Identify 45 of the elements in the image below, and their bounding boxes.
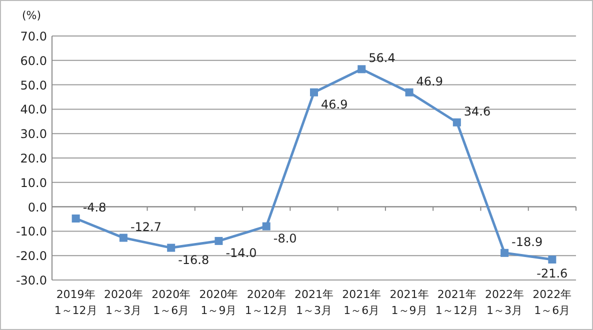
point: [405, 88, 414, 96]
y-tick-label: 10.0: [20, 176, 47, 190]
x-tick-label: 2019年 1～12月: [54, 288, 98, 317]
y-tick-label: 60.0: [20, 54, 47, 68]
point: [214, 236, 223, 245]
data-label: -16.8: [178, 252, 210, 267]
x-tick-label: 2021年 1～12月: [435, 288, 478, 317]
data-label: 34.6: [464, 104, 491, 118]
x-tick-label: 2021年 1～9月: [390, 288, 429, 317]
x-tick-label: 2020年 1～3月: [104, 288, 143, 317]
y-tick-label: -20.0: [16, 249, 47, 264]
point: [310, 88, 318, 96]
x-tick-label: 2020年 1～12月: [244, 288, 288, 317]
data-label: -4.8: [82, 200, 106, 215]
data-label: 56.4: [368, 51, 396, 66]
x-tick-label: 2020年 1～9月: [199, 288, 238, 317]
x-tick-label: 2022年 1～3月: [485, 288, 524, 317]
data-label: -18.9: [512, 234, 543, 249]
y-tick-label: 50.0: [20, 78, 47, 92]
data-label: 46.9: [416, 74, 443, 88]
y-tick-label: 40.0: [20, 102, 47, 117]
data-label: -12.7: [130, 220, 162, 234]
y-tick-label: 30.0: [20, 127, 47, 142]
point: [452, 118, 461, 126]
x-tick-label: 2021年 1～6月: [342, 288, 382, 317]
y-tick-label: -10.0: [16, 224, 47, 239]
data-label: -14.0: [226, 246, 257, 260]
y-tick-label: -30.0: [16, 274, 47, 288]
x-tick-label: 2022年 1～6月: [532, 288, 572, 317]
point: [500, 248, 509, 257]
point: [548, 256, 556, 264]
point: [262, 222, 270, 230]
y-axis-title: (%): [22, 9, 42, 22]
data-label: 46.9: [321, 97, 348, 112]
data-label: -8.0: [273, 231, 297, 246]
y-tick-label: 20.0: [20, 152, 47, 166]
point: [72, 214, 80, 223]
point: [119, 234, 128, 242]
point: [167, 244, 176, 252]
x-tick-label: 2021年 1～3月: [294, 288, 334, 317]
y-tick-label: 0.0: [28, 200, 47, 214]
x-tick-label: 2020年 1～6月: [152, 288, 191, 317]
point: [358, 65, 366, 74]
y-tick-label: 70.0: [20, 30, 47, 44]
data-label: -21.6: [536, 266, 568, 281]
